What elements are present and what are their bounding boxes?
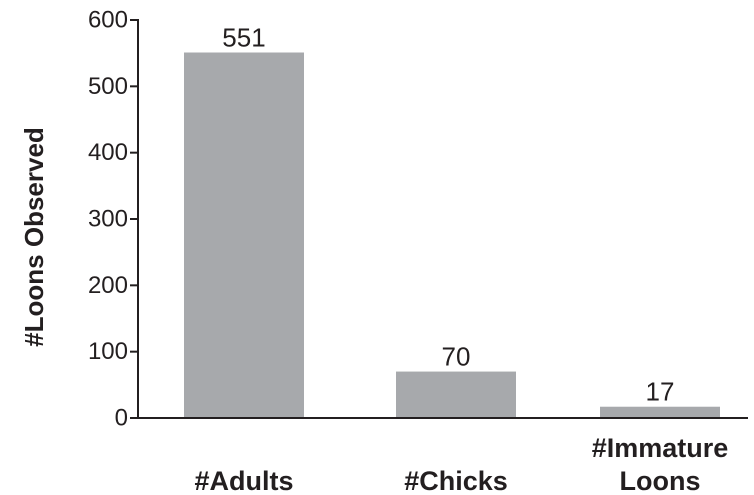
category-label: #Chicks bbox=[404, 466, 508, 495]
category-label: #Immature bbox=[592, 433, 729, 463]
y-tick-label: 100 bbox=[88, 338, 128, 365]
y-ticks: 0 100 200 300 400 500 600 bbox=[88, 7, 138, 432]
data-label: 70 bbox=[442, 342, 471, 372]
data-labels: 551 70 17 bbox=[222, 23, 674, 407]
y-tick-label: 500 bbox=[88, 73, 128, 100]
data-label: 551 bbox=[222, 23, 265, 53]
bar bbox=[184, 52, 304, 419]
bar bbox=[600, 406, 720, 418]
category-label: Loons bbox=[620, 466, 701, 495]
bar bbox=[396, 371, 516, 418]
y-tick-label: 300 bbox=[88, 206, 128, 233]
y-axis-title: #Loons Observed bbox=[19, 127, 49, 347]
y-tick-label: 200 bbox=[88, 272, 128, 299]
category-label: #Adults bbox=[194, 466, 293, 495]
y-tick-label: 0 bbox=[115, 405, 128, 432]
y-tick-label: 400 bbox=[88, 139, 128, 166]
data-label: 17 bbox=[646, 377, 675, 407]
y-tick-label: 600 bbox=[88, 7, 128, 34]
category-labels: #Adults #Chicks #Immature Loons bbox=[194, 433, 728, 495]
bars-layer bbox=[184, 52, 720, 419]
